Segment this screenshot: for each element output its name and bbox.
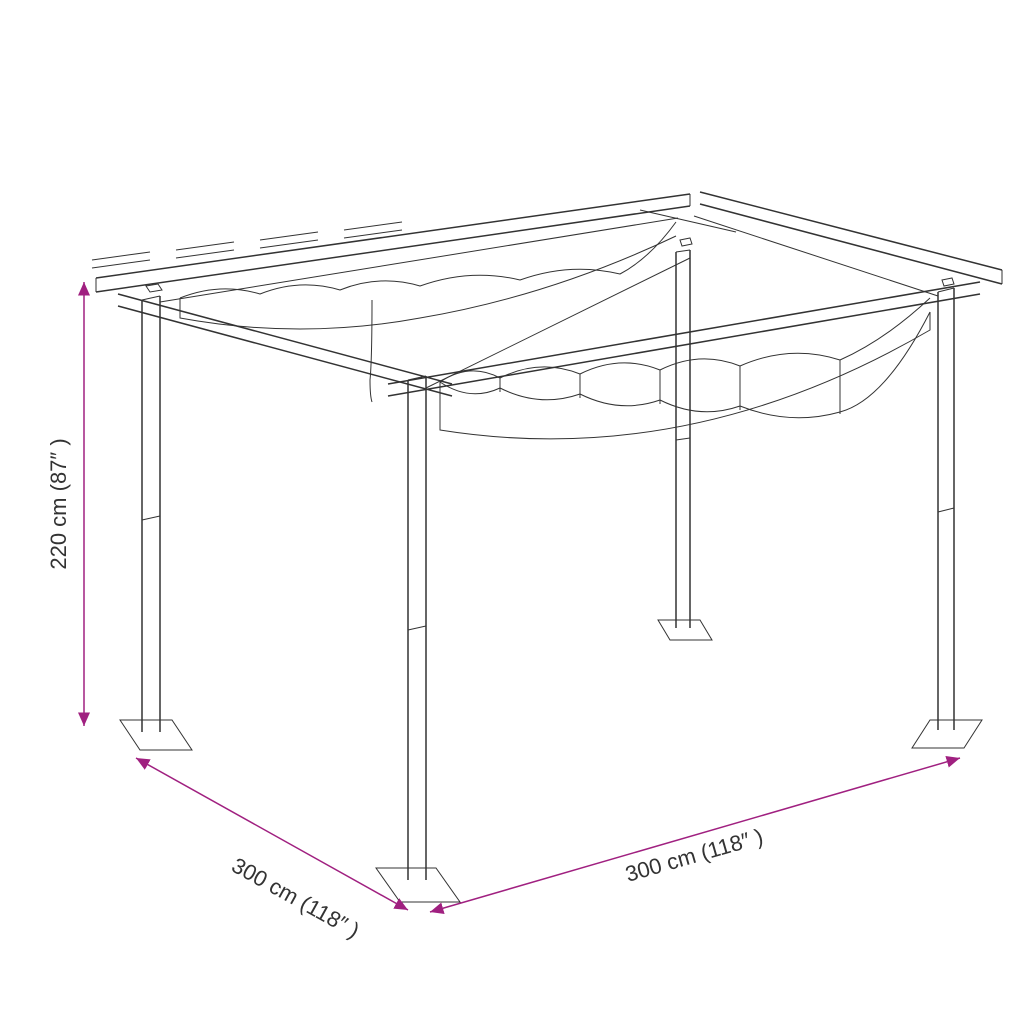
cross-beams (92, 222, 402, 268)
posts (142, 250, 954, 880)
dim-depth-label: 300 cm (118″ ) (228, 853, 364, 944)
canopy-right (440, 298, 930, 439)
canopy-rails (160, 216, 938, 388)
dim-width-line (430, 758, 960, 912)
pergola-drawing (92, 192, 1002, 902)
top-frame (96, 192, 1002, 396)
dim-width-label: 300 cm (118″ ) (622, 824, 765, 887)
dimensions: 220 cm (87″ ) 300 cm (118″ ) 300 cm (118… (46, 282, 960, 943)
post-caps (146, 238, 954, 292)
dim-height-label: 220 cm (87″ ) (46, 438, 71, 569)
canopy-left (180, 222, 676, 402)
